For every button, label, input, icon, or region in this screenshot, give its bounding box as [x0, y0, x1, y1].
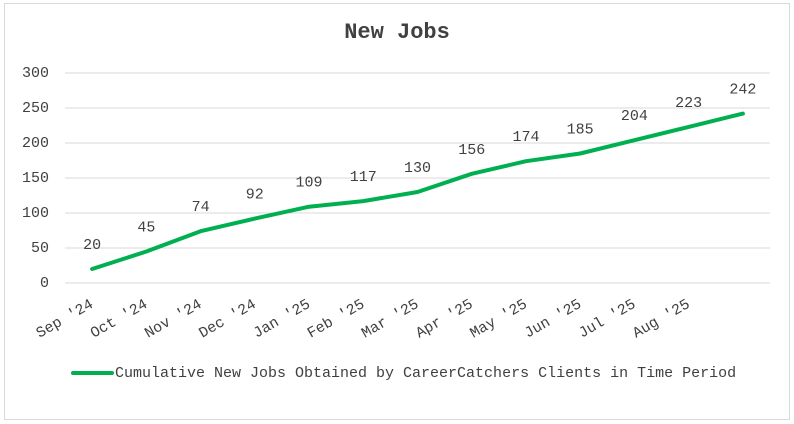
y-tick-label: 100	[22, 205, 49, 222]
data-label: 45	[137, 219, 155, 236]
data-label: 156	[458, 142, 485, 159]
y-tick-label: 250	[22, 100, 49, 117]
data-label: 242	[729, 82, 756, 99]
chart-border	[4, 3, 790, 420]
data-label: 117	[350, 169, 377, 186]
legend-label: Cumulative New Jobs Obtained by CareerCa…	[115, 365, 737, 382]
y-tick-label: 0	[40, 275, 49, 292]
data-label: 109	[296, 175, 323, 192]
data-label: 130	[404, 160, 431, 177]
data-label: 185	[567, 121, 594, 138]
y-tick-label: 150	[22, 170, 49, 187]
y-tick-label: 300	[22, 65, 49, 82]
data-line	[90, 111, 745, 271]
chart-title: New Jobs	[344, 20, 450, 45]
y-tick-label: 50	[31, 240, 49, 257]
data-label: 74	[192, 199, 210, 216]
data-label: 20	[83, 237, 101, 254]
data-label: 92	[246, 187, 264, 204]
data-label: 204	[621, 108, 648, 125]
data-label: 174	[512, 129, 539, 146]
data-label: 223	[675, 95, 702, 112]
y-tick-label: 200	[22, 135, 49, 152]
